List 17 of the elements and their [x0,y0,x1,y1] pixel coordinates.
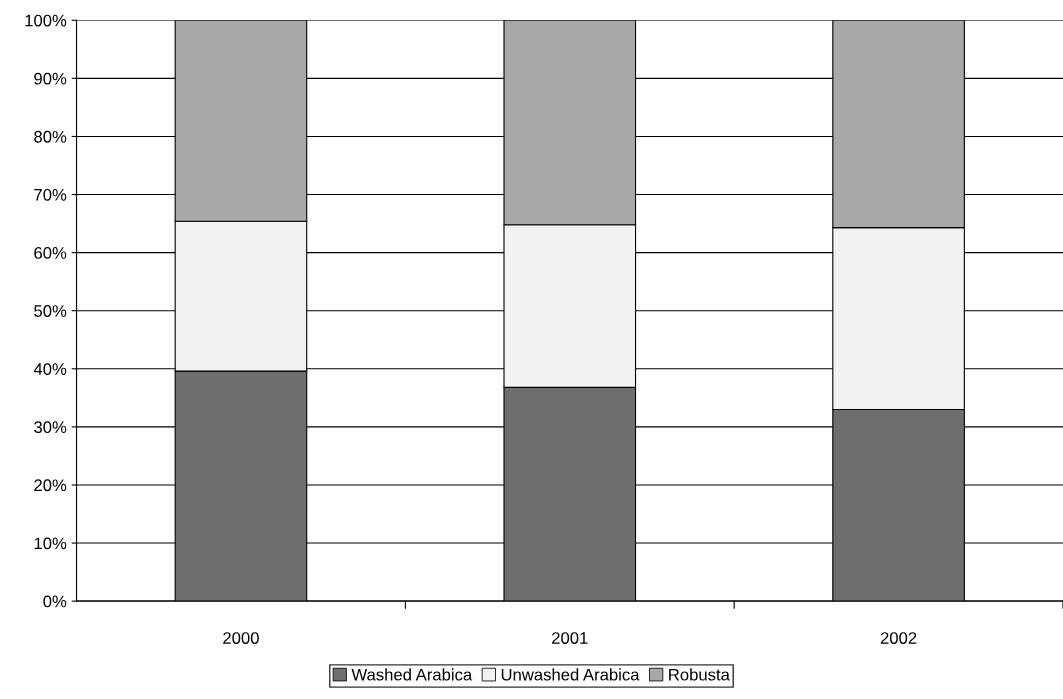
legend-label: Washed Arabica [351,668,473,681]
y-tick-label: 80% [34,130,67,143]
y-tick-label: 100% [25,14,67,27]
y-tick-label: 20% [34,479,67,492]
y-tick-label: 50% [34,305,67,317]
y-tick-label: 60% [34,247,67,259]
legend-label: Unwashed Arabica [501,668,640,681]
x-tick-label: 2001 [552,632,588,644]
y-tick-label: 40% [33,363,67,375]
y-tick-label: 90% [34,72,67,85]
x-tick-label: 2002 [880,632,917,644]
y-tick-label: 10% [34,537,67,550]
legend-label: Robusta [669,668,730,681]
y-tick-label: 30% [34,421,67,434]
y-tick-label: 0% [43,595,67,608]
y-tick-label: 70% [34,188,67,201]
x-tick-label: 2000 [223,632,259,644]
